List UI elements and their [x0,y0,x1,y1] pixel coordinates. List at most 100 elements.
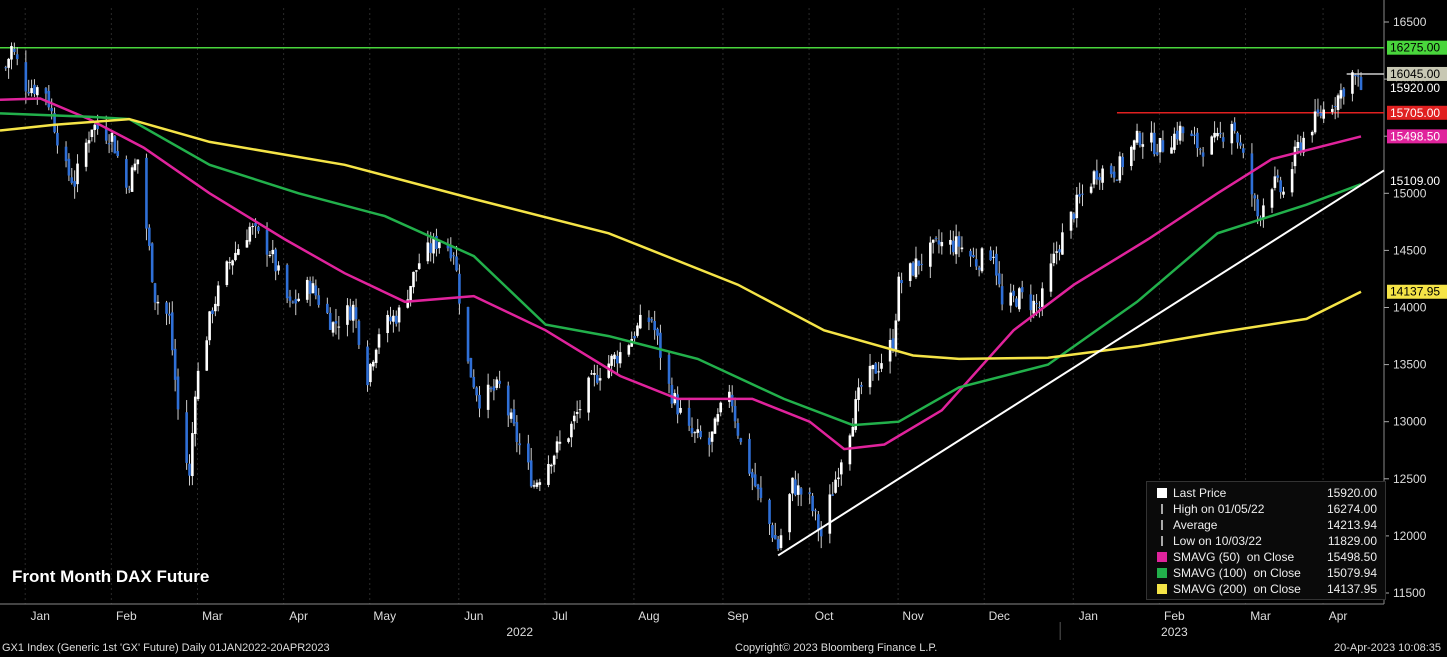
candle-body [931,239,935,243]
candle-body [311,283,315,294]
price-tag-label: 15705.00 [1390,106,1440,120]
candle-body [1333,106,1337,108]
candle-body [326,303,329,313]
candle-body [216,285,220,307]
chart-legend: Last Price 15920.00 High on 01/05/22 16274.… [1146,481,1386,600]
candle-body [796,485,800,495]
x-tick-label: Oct [815,609,834,623]
candle-body [193,396,197,434]
candle-body [1178,125,1182,141]
price-tag-label: 15109.00 [1390,174,1440,188]
candle-body [808,492,812,494]
candle-body [647,317,651,323]
candle-body [1089,186,1093,193]
legend-value: 11829.00 [1327,534,1377,548]
footer-bar: GX1 Index (Generic 1st 'GX' Future) Dail… [0,640,1447,657]
candle-body [254,222,257,227]
candle-body [110,132,114,142]
candle-body [693,432,697,434]
legend-marker-icon [1161,536,1163,546]
candle-body [1236,132,1239,143]
candle-body [1175,130,1179,140]
candle-body [515,422,519,443]
candle-body [888,339,892,362]
candle-body [1336,95,1340,111]
candle-body [10,45,13,60]
candle-body [509,412,513,419]
candle-body [1009,292,1013,306]
candle-body [937,240,941,245]
candle-body [1299,142,1303,151]
price-tag-label: 14137.95 [1390,285,1440,299]
candle-body [871,365,875,370]
candle-body [50,107,53,112]
candle-body [1339,90,1343,99]
candle-body [1310,131,1314,136]
candle-body [1230,123,1234,144]
candle-body [607,363,611,378]
candle-body [374,349,378,363]
candle-body [860,385,863,387]
candle-body [1150,132,1153,143]
candle-body [208,311,211,341]
candle-body [1170,147,1173,154]
candle-body [107,143,111,145]
candle-body [84,142,88,167]
candle-body [1279,180,1282,193]
candle-body [274,249,277,272]
candle-body [1109,165,1113,175]
candle-body [170,312,174,351]
candle-body [1233,122,1236,131]
candle-body [165,302,168,314]
legend-label: SMAVG (100) on Close [1173,566,1301,580]
candle-body [248,226,252,242]
candle-body [733,405,737,422]
legend-value: 16274.00 [1326,502,1377,516]
legend-value: 15498.50 [1326,550,1377,564]
candle-body [486,384,490,410]
candle-body [7,58,10,68]
legend-value: 15079.94 [1326,566,1377,580]
candle-body [908,263,912,282]
legend-label: SMAVG (200) on Close [1173,582,1301,596]
x-tick-label: Sep [727,609,749,623]
candle-body [627,345,631,355]
candle-body [719,402,723,413]
candle-body [1121,156,1125,168]
candle-body [1118,156,1122,181]
candle-body [518,443,522,446]
candle-body [917,260,921,267]
candle-body [337,326,341,328]
legend-value: 14213.94 [1326,518,1377,532]
candle-body [840,462,843,475]
candle-body [469,358,473,378]
candle-body [13,48,16,52]
footer-copyright: Copyright© 2023 Bloomberg Finance L.P. [735,642,938,654]
candle-body [1012,290,1015,296]
candle-body [934,237,938,239]
candle-body [116,151,120,156]
candle-body [1219,132,1222,135]
candle-body [857,387,860,400]
candle-body [610,355,613,366]
candle-body [4,67,8,69]
price-tag-background [1387,105,1447,120]
legend-label: Last Price [1173,486,1227,500]
candle-body [392,315,395,322]
candle-body [696,429,700,433]
candle-body [1322,109,1326,119]
candle-body [570,423,573,438]
legend-marker-icon [1161,504,1163,514]
candle-body [1342,88,1346,97]
candle-body [667,354,671,384]
candle-body [1250,153,1254,195]
candle-body [104,126,108,141]
candle-body [495,379,499,388]
candle-body [1316,109,1320,114]
candle-body [618,352,622,364]
price-tag-background [1387,284,1447,299]
candle-body [1015,298,1018,307]
candle-body [185,412,188,463]
price-tag-background [1387,81,1447,96]
